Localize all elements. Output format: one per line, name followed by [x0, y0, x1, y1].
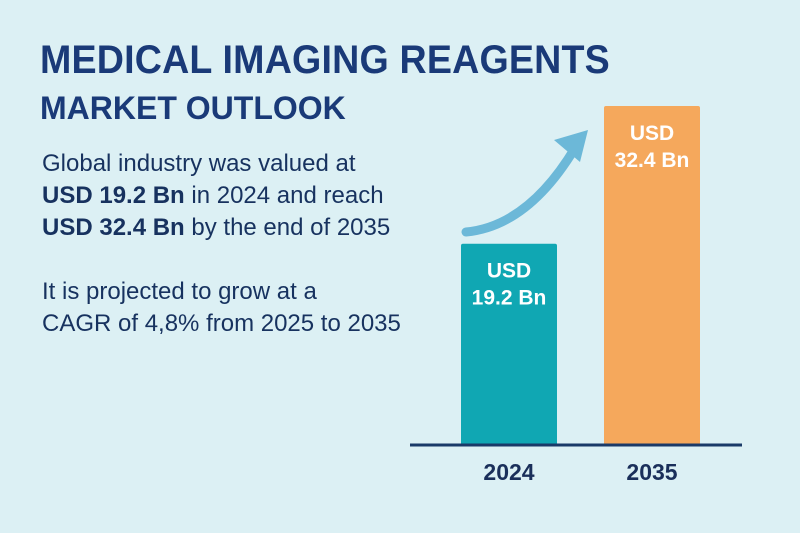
- x-tick-label-2024: 2024: [483, 459, 534, 485]
- growth-line-1: It is projected to grow at a: [42, 278, 317, 305]
- growth-line-2: CAGR of 4,8% from 2025 to 2035: [42, 310, 401, 337]
- bar-2035: [604, 106, 700, 446]
- valuation-line-1: Global industry was valued at: [42, 150, 356, 177]
- growth-paragraph: It is projected to grow at a CAGR of 4,8…: [42, 276, 401, 340]
- valuation-line-3-rest: by the end of 2035: [184, 214, 391, 241]
- page-subtitle: MARKET OUTLOOK: [40, 90, 346, 126]
- trend-arrow-head: [554, 130, 588, 162]
- bar-label-2024-line-1: USD: [487, 260, 531, 283]
- x-tick-label-2035: 2035: [626, 459, 677, 485]
- bar-2024: [461, 243, 557, 446]
- bar-label-2024-line-2: 19.2 Bn: [472, 287, 547, 310]
- valuation-paragraph: Global industry was valued at USD 19.2 B…: [42, 148, 390, 244]
- value-2035-text: USD 32.4 Bn: [42, 214, 185, 241]
- bar-label-2035-line-2: 32.4 Bn: [615, 149, 690, 172]
- value-2024-text: USD 19.2 Bn: [42, 182, 185, 209]
- trend-arrow-shaft: [461, 143, 580, 237]
- valuation-line-2: USD 19.2 Bn in 2024 and reach: [42, 180, 390, 212]
- page-title: MEDICAL IMAGING REAGENTS: [40, 38, 610, 82]
- valuation-line-3: USD 32.4 Bn by the end of 2035: [42, 212, 390, 244]
- bar-label-2035-line-1: USD: [630, 122, 674, 145]
- valuation-line-2-rest: in 2024 and reach: [184, 182, 384, 209]
